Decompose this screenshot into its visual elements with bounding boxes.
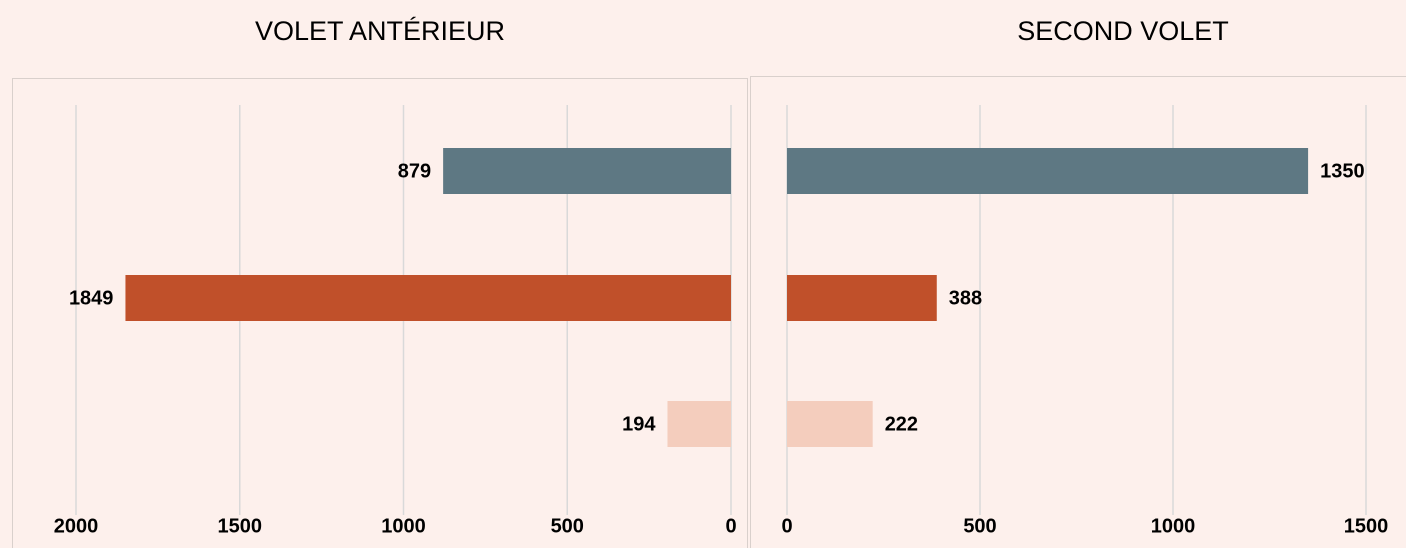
x-tick-label: 500: [551, 515, 584, 537]
bar: [787, 401, 873, 447]
x-tick-label: 500: [963, 515, 996, 537]
bar: [787, 148, 1309, 194]
bar: [667, 401, 731, 447]
data-label: 222: [885, 413, 918, 435]
x-tick-label: 1500: [1344, 515, 1389, 537]
x-tick-label: 0: [781, 515, 792, 537]
bar: [787, 275, 937, 321]
bar: [125, 275, 731, 321]
x-tick-label: 0: [725, 515, 736, 537]
chart-title: VOLET ANTÉRIEUR: [255, 16, 505, 46]
panel-border: [12, 78, 748, 548]
bar: [443, 148, 731, 194]
chart-title: SECOND VOLET: [1017, 16, 1229, 46]
data-label: 1849: [69, 287, 114, 309]
data-label: 388: [949, 287, 982, 309]
x-tick-label: 1000: [381, 515, 426, 537]
x-tick-label: 1500: [218, 515, 263, 537]
x-tick-label: 1000: [1151, 515, 1196, 537]
data-label: 194: [622, 413, 656, 435]
x-tick-label: 2000: [54, 515, 99, 537]
data-label: 1350: [1320, 160, 1365, 182]
data-label: 879: [398, 160, 431, 182]
panel-border: [750, 76, 1406, 548]
